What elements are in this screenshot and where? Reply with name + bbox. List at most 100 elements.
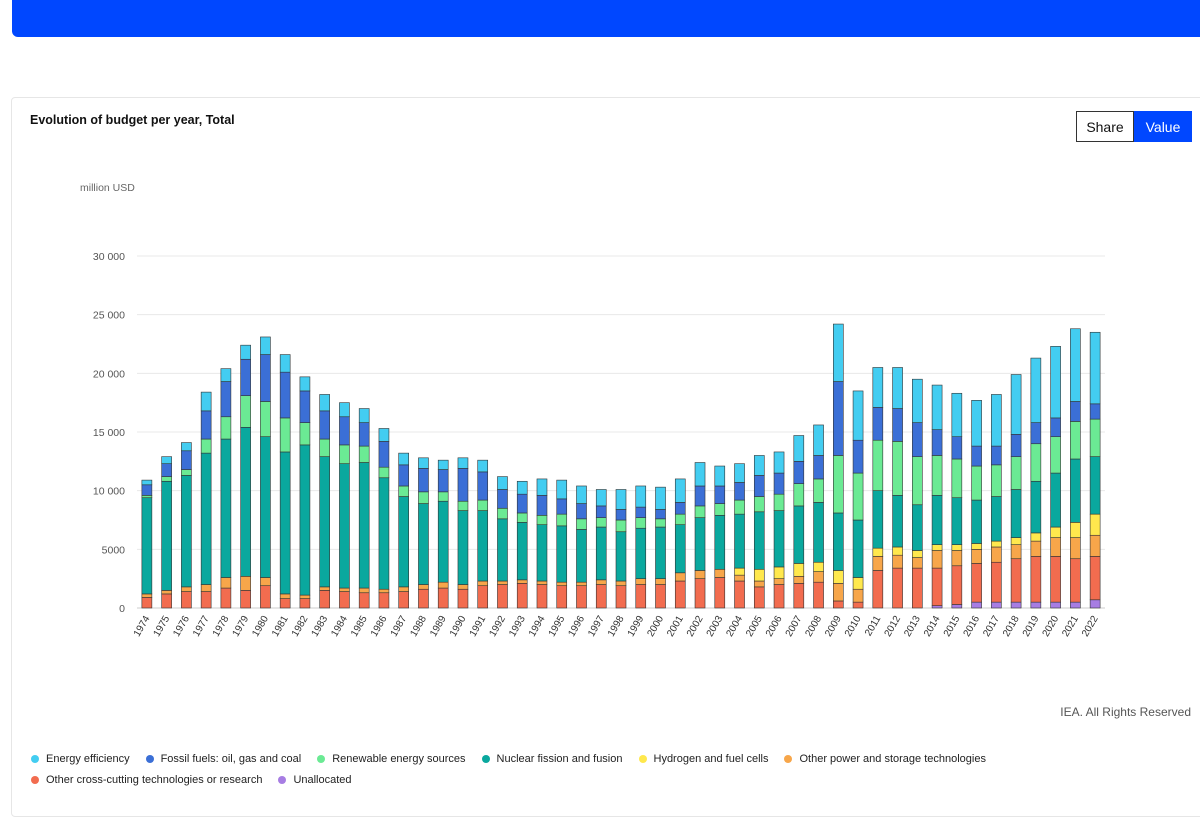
bar-segment[interactable] [161,456,172,464]
bar-segment[interactable] [892,495,903,548]
bar-segment[interactable] [418,588,429,609]
bar-segment[interactable] [595,517,607,528]
bar-segment[interactable] [852,472,864,521]
bar-segment[interactable] [833,512,844,571]
bar-segment[interactable] [734,580,745,609]
bar-segment[interactable] [240,358,251,396]
bar-segment[interactable] [971,563,982,603]
bar-segment[interactable] [991,394,1002,447]
bar-segment[interactable] [951,458,963,499]
bar-segment[interactable] [912,557,923,569]
bar-segment[interactable] [398,452,409,466]
bar-segment[interactable] [694,505,706,518]
bar-segment[interactable] [931,455,943,496]
bar-segment[interactable] [378,428,390,442]
bar-segment[interactable] [279,593,291,599]
bar-segment[interactable] [674,513,686,525]
bar-segment[interactable] [536,495,548,516]
bar-segment[interactable] [516,579,528,584]
bar-segment[interactable] [497,584,508,609]
bar-segment[interactable] [1050,526,1061,538]
bar-segment[interactable] [813,581,824,609]
bar-segment[interactable] [477,499,489,511]
bar-segment[interactable] [674,580,686,609]
bar-segment[interactable] [418,491,429,504]
bar-segment[interactable] [477,510,489,582]
bar-segment[interactable] [852,439,864,474]
bar-segment[interactable] [1070,458,1081,523]
bar-segment[interactable] [991,601,1002,609]
legend-item[interactable]: Energy efficiency [31,748,130,769]
bar-segment[interactable] [734,513,745,569]
bar-segment[interactable] [694,570,706,579]
bar-segment[interactable] [358,592,370,609]
bar-segment[interactable] [536,584,548,609]
legend-item[interactable]: Fossil fuels: oil, gas and coal [145,748,301,769]
bar-segment[interactable] [1050,472,1061,528]
bar-segment[interactable] [753,475,765,497]
bar-segment[interactable] [200,438,212,454]
bar-segment[interactable] [279,354,291,373]
bar-segment[interactable] [398,464,409,487]
bar-segment[interactable] [694,462,706,487]
bar-segment[interactable] [161,480,172,591]
bar-segment[interactable] [753,580,765,588]
bar-segment[interactable] [655,509,666,520]
bar-segment[interactable] [773,472,785,495]
bar-segment[interactable] [1030,443,1042,482]
bar-segment[interactable] [516,522,528,581]
bar-segment[interactable] [1089,513,1101,536]
bar-segment[interactable] [240,427,251,577]
bar-segment[interactable] [319,438,330,457]
bar-segment[interactable] [497,580,508,585]
legend-item[interactable]: Renewable energy sources [317,748,466,769]
bar-segment[interactable] [398,586,409,592]
bar-segment[interactable] [141,495,153,499]
bar-segment[interactable] [892,367,903,409]
bar-segment[interactable] [674,524,686,574]
bar-segment[interactable] [299,444,311,596]
legend-item[interactable]: Nuclear fission and fusion [481,748,623,769]
bar-segment[interactable] [1050,436,1061,474]
bar-segment[interactable] [734,567,745,576]
bar-segment[interactable] [595,526,607,581]
bar-segment[interactable] [951,436,963,460]
bar-segment[interactable] [240,576,251,591]
bar-segment[interactable] [556,525,568,583]
value-button[interactable]: Value [1134,111,1192,142]
bar-segment[interactable] [279,417,291,453]
bar-segment[interactable] [516,493,528,514]
bar-segment[interactable] [299,594,311,599]
bar-segment[interactable] [852,601,864,609]
bar-segment[interactable] [655,486,666,510]
bar-segment[interactable] [991,464,1002,497]
bar-segment[interactable] [635,485,647,508]
bar-segment[interactable] [951,497,963,545]
bar-segment[interactable] [912,422,923,457]
bar-segment[interactable] [378,588,390,594]
bar-segment[interactable] [477,471,489,501]
bar-segment[interactable] [773,578,785,585]
bar-segment[interactable] [655,518,666,528]
bar-segment[interactable] [872,407,884,441]
bar-segment[interactable] [615,580,627,587]
bar-segment[interactable] [339,587,350,592]
bar-segment[interactable] [714,515,726,570]
bar-segment[interactable] [1030,480,1042,534]
bar-segment[interactable] [200,410,212,440]
bar-segment[interactable] [813,561,824,572]
bar-segment[interactable] [734,463,745,483]
bar-segment[interactable] [991,496,1002,542]
bar-segment[interactable] [437,459,449,470]
bar-segment[interactable] [892,567,903,609]
bar-segment[interactable] [418,503,429,585]
bar-segment[interactable] [220,416,232,440]
bar-segment[interactable] [892,546,903,556]
bar-segment[interactable] [951,550,963,567]
bar-segment[interactable] [753,586,765,609]
bar-segment[interactable] [971,445,982,467]
bar-segment[interactable] [1089,456,1101,515]
bar-segment[interactable] [220,381,232,418]
bar-segment[interactable] [1070,421,1081,460]
bar-segment[interactable] [931,544,943,551]
